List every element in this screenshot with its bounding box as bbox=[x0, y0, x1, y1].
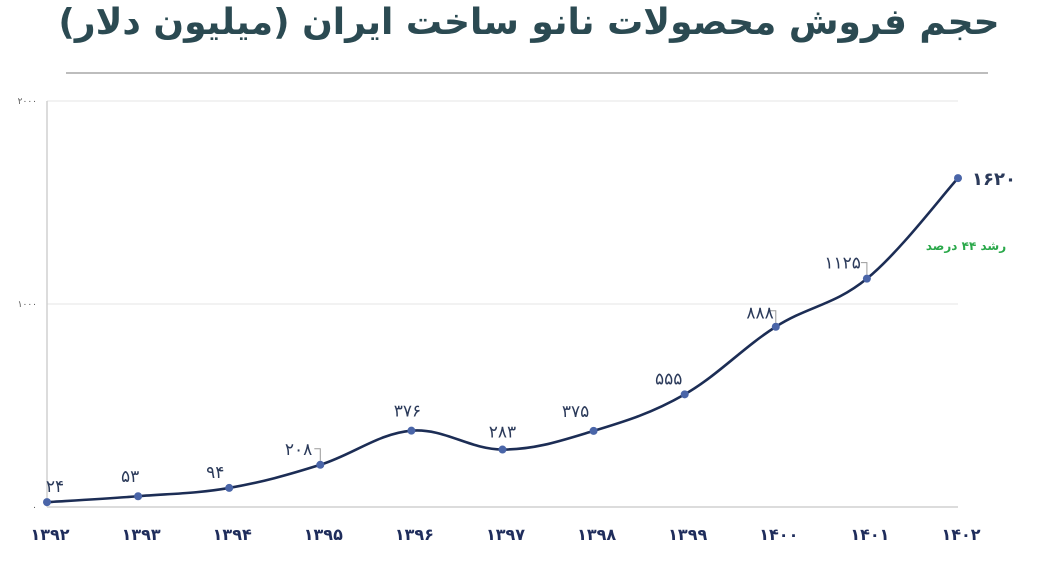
data-point-marker bbox=[316, 460, 325, 469]
growth-annotation: رشد ۴۴ درصد bbox=[926, 239, 1006, 253]
x-axis-ticks: ۱۳۹۲ ۱۳۹۳ ۱۳۹۴ ۱۳۹۵ ۱۳۹۶ ۱۳۹۷ ۱۳۹۸ ۱۳۹۹ ۱۴۰۰ ۱۴۰۱… bbox=[30, 525, 980, 544]
data-label: ۳۷۶ bbox=[394, 402, 421, 422]
data-point-marker bbox=[43, 498, 51, 507]
data-point-marker bbox=[589, 426, 598, 435]
x-tick-label: ۱۳۹۶ bbox=[395, 525, 434, 544]
x-tick-label: ۱۳۹۷ bbox=[486, 525, 525, 544]
data-label: ۳۷۵ bbox=[562, 402, 589, 422]
x-tick-label: ۱۳۹۹ bbox=[668, 525, 707, 544]
x-tick-label: ۱۳۹۵ bbox=[304, 525, 343, 544]
x-tick-label: ۱۴۰۱ bbox=[850, 525, 889, 544]
label-leader-lines bbox=[314, 262, 868, 461]
chart-title: حجم فروش محصولات نانو ساخت ایران (میلیون… bbox=[58, 2, 1000, 43]
data-point-marker bbox=[954, 174, 962, 183]
gridlines bbox=[47, 100, 958, 305]
leader-line bbox=[769, 310, 777, 323]
y-tick-label: ۰ bbox=[32, 503, 37, 513]
x-tick-label: ۱۳۹۲ bbox=[30, 525, 69, 544]
data-point-marker bbox=[771, 322, 780, 331]
data-point-marker bbox=[225, 483, 234, 492]
y-tick-label: ۲۰۰۰ bbox=[18, 97, 37, 107]
data-point-marker bbox=[407, 426, 416, 435]
data-label: ۱۶۲۰ bbox=[972, 169, 1016, 190]
y-tick-label: ۱۰۰۰ bbox=[18, 300, 37, 310]
data-point-marker bbox=[862, 274, 871, 283]
y-axis-ticks: ۰ ۱۰۰۰ ۲۰۰۰ bbox=[18, 97, 37, 513]
data-label: ۵۵۵ bbox=[655, 369, 682, 389]
data-label: ۸۸۸ bbox=[746, 304, 773, 324]
leader-line bbox=[314, 448, 321, 461]
title-divider bbox=[66, 72, 988, 74]
data-point-marker bbox=[134, 492, 143, 501]
data-label: ۲۰۸ bbox=[285, 440, 312, 460]
series-line bbox=[46, 177, 959, 504]
x-tick-label: ۱۳۹۴ bbox=[213, 525, 252, 544]
axes bbox=[46, 101, 958, 508]
data-label: ۱۱۲۵ bbox=[824, 254, 861, 274]
data-point-marker bbox=[498, 445, 507, 454]
x-tick-label: ۱۴۰۰ bbox=[759, 525, 798, 544]
leader-line bbox=[860, 262, 868, 275]
x-tick-label: ۱۳۹۳ bbox=[122, 525, 161, 544]
data-label: ۲۸۳ bbox=[489, 423, 516, 443]
data-label: ۲۴ bbox=[46, 477, 64, 497]
x-tick-label: ۱۳۹۸ bbox=[577, 525, 616, 544]
data-label: ۹۴ bbox=[206, 463, 224, 483]
x-tick-label: ۱۴۰۲ bbox=[941, 525, 980, 544]
data-labels: ۲۴ ۵۳ ۹۴ ۲۰۸ ۳۷۶ ۲۸۳ ۳۷۵ ۵۵۵ ۸۸۸ ۱۱۲۵ ۱۶۲۰ bbox=[46, 169, 1016, 497]
data-label: ۵۳ bbox=[121, 467, 139, 487]
data-point-marker bbox=[680, 390, 689, 399]
data-markers bbox=[43, 174, 962, 507]
